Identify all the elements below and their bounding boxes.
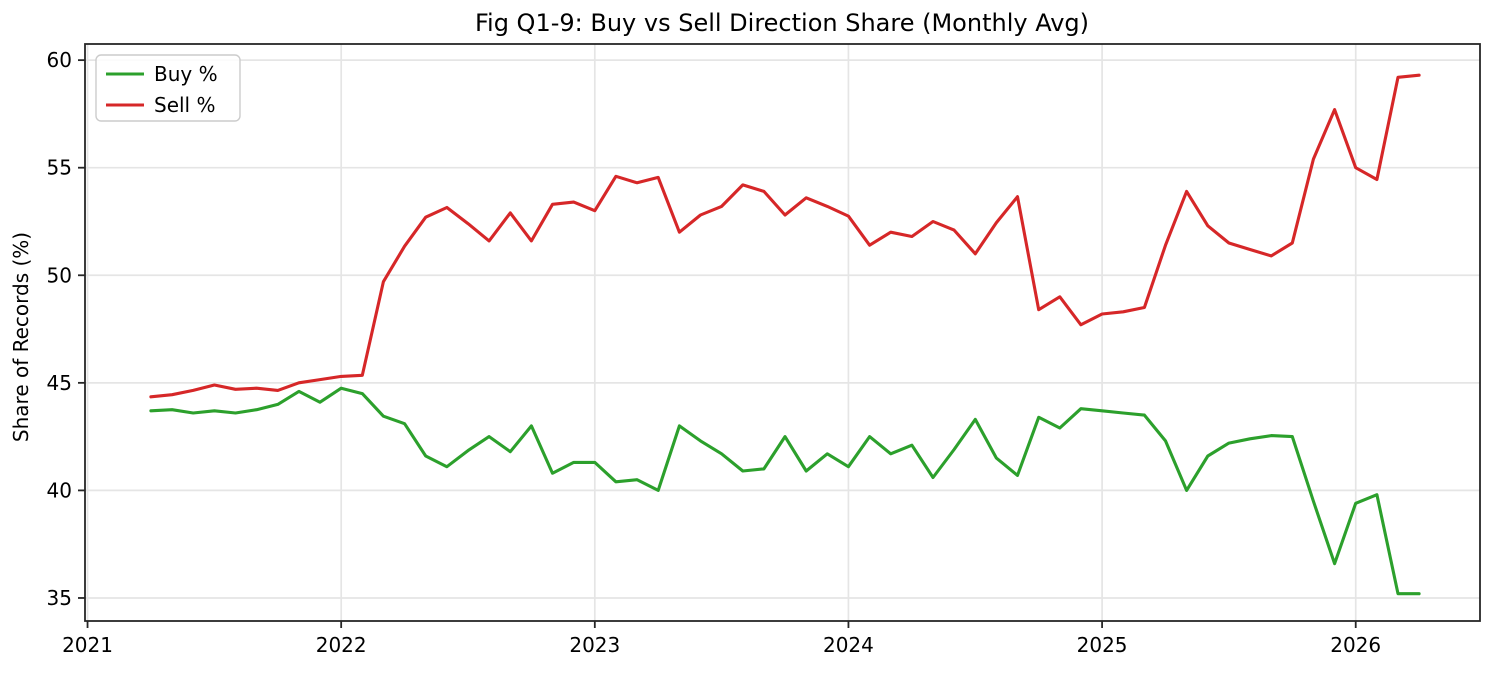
legend-item-label: Buy %	[154, 62, 218, 86]
legend-item-label: Sell %	[154, 93, 215, 117]
series-line-buy	[149, 386, 1421, 596]
x-tick-label: 2026	[1330, 633, 1381, 657]
x-tick-label: 2023	[569, 633, 620, 657]
legend-box: Buy % Sell %	[95, 54, 241, 122]
x-tick-label: 2021	[62, 633, 113, 657]
y-tick-label: 55	[47, 156, 72, 180]
chart-title: Fig Q1-9: Buy vs Sell Direction Share (M…	[475, 9, 1089, 37]
x-tick-label: 2024	[823, 633, 874, 657]
y-tick-label: 60	[47, 48, 72, 72]
y-tick-label: 45	[47, 371, 72, 395]
data-series-lines	[149, 73, 1421, 596]
x-tick-label: 2025	[1077, 633, 1128, 657]
y-tick-label: 40	[47, 478, 72, 502]
axis-ticks-and-labels: 2021 2022 2023 2024 2025 2026 35 40 45 50 55 60	[47, 48, 1382, 657]
series-line-sell	[149, 73, 1421, 399]
axes-spines	[84, 43, 1481, 622]
y-tick-label: 35	[47, 586, 72, 610]
x-tick-label: 2022	[316, 633, 367, 657]
plot-border	[84, 43, 1481, 622]
y-axis-label: Share of Records (%)	[9, 232, 33, 442]
y-tick-label: 50	[47, 263, 72, 287]
grid-lines	[85, 44, 1480, 621]
